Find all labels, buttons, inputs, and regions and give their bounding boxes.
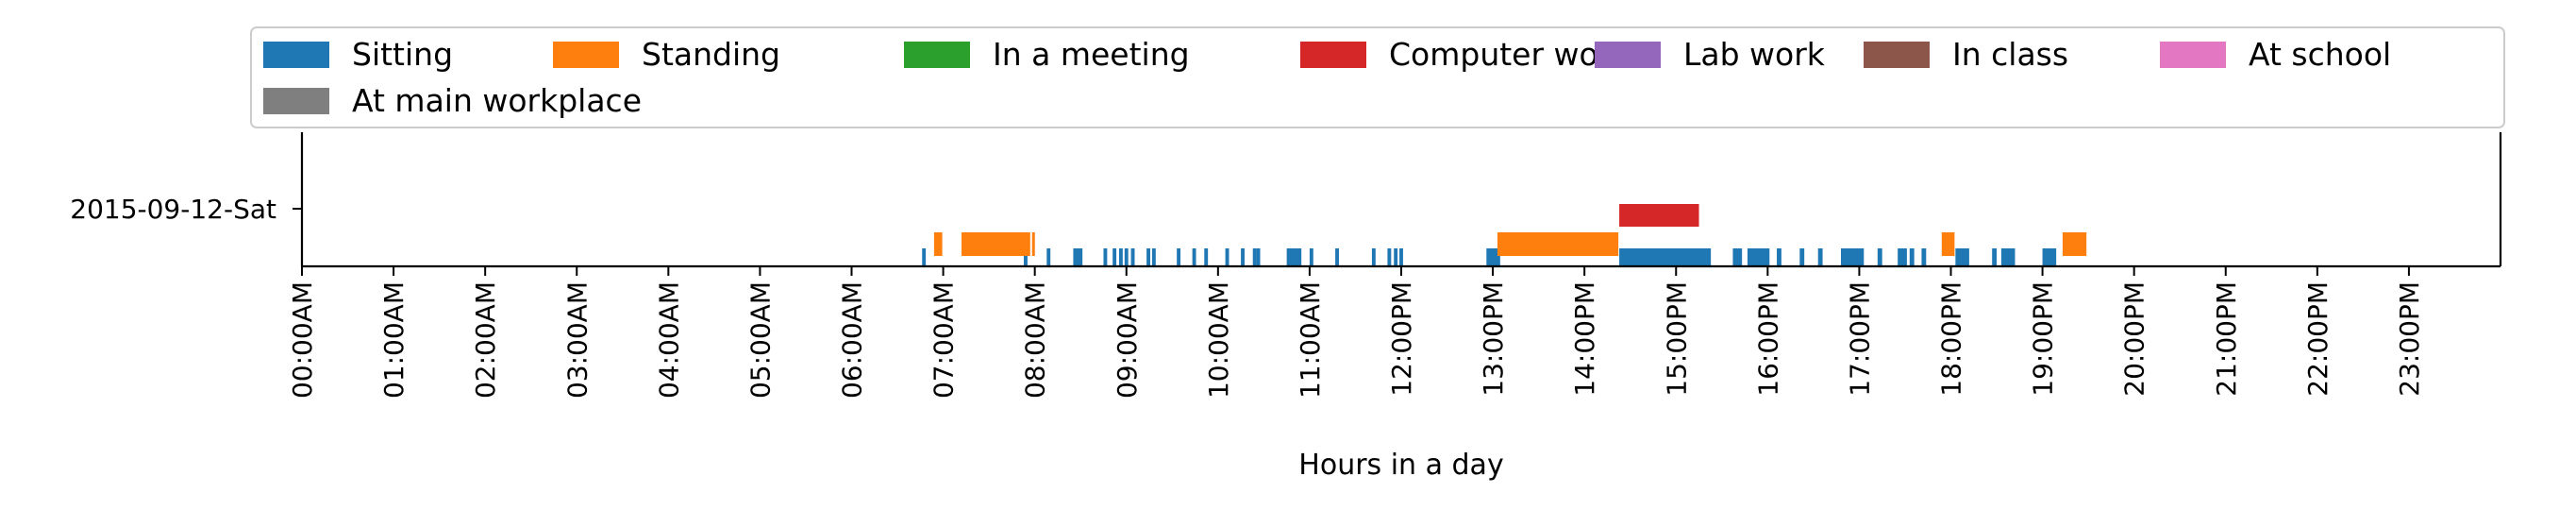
x-tick-label: 00:00AM: [287, 281, 318, 399]
bar-sitting: [1204, 248, 1209, 266]
bar-sitting: [1777, 248, 1781, 266]
bar-standing: [2062, 232, 2087, 256]
legend-swatch-in-class: [1864, 42, 1930, 68]
bar-sitting: [1486, 248, 1500, 266]
bar-sitting: [1112, 248, 1117, 266]
legend-label-in-a-meeting: In a meeting: [993, 36, 1190, 73]
bar-sitting: [922, 248, 927, 266]
bar-sitting: [1192, 248, 1196, 266]
x-tick-label: 05:00AM: [744, 281, 776, 399]
bar-standing: [1497, 232, 1619, 256]
bar-sitting: [1619, 248, 1712, 266]
legend-label-at-school: At school: [2249, 36, 2391, 73]
x-tick-label: 06:00AM: [837, 281, 868, 399]
legend-swatch-at-school: [2160, 42, 2226, 68]
bar-sitting: [1921, 248, 1927, 266]
legend-label-lab-work: Lab work: [1683, 36, 1826, 73]
x-tick-label: 03:00AM: [561, 281, 593, 399]
x-tick-label: 14:00PM: [1569, 281, 1600, 397]
legend-swatch-at-main-workplace: [263, 88, 329, 114]
bar-sitting: [1877, 248, 1882, 266]
bar-sitting: [1955, 248, 1969, 266]
legend-swatch-standing: [553, 42, 619, 68]
bar-standing: [1031, 232, 1035, 256]
legend-swatch-computer-work: [1300, 42, 1366, 68]
legend-label-at-main-workplace: At main workplace: [352, 82, 642, 119]
legend-swatch-lab-work: [1595, 42, 1661, 68]
bar-sitting: [1252, 248, 1257, 266]
bar-sitting: [1747, 248, 1770, 266]
bar-standing: [933, 232, 943, 256]
x-tick-label: 21:00PM: [2211, 281, 2242, 397]
x-tick-label: 20:00PM: [2119, 281, 2150, 397]
bar-sitting: [1024, 248, 1028, 266]
x-tick-label: 16:00PM: [1752, 281, 1783, 397]
x-tick-label: 09:00AM: [1112, 281, 1143, 399]
bar-sitting: [1256, 248, 1261, 266]
bar-sitting: [1225, 248, 1229, 266]
bar-sitting: [1387, 248, 1392, 266]
bar-sitting: [1241, 248, 1245, 266]
bar-sitting: [1394, 248, 1398, 266]
bar-standing: [962, 232, 1030, 256]
x-tick-label: 10:00AM: [1203, 281, 1234, 399]
x-tick-label: 12:00PM: [1386, 281, 1417, 397]
bar-sitting: [1177, 248, 1181, 266]
bar-sitting: [1799, 248, 1805, 266]
bar-sitting: [1118, 248, 1123, 266]
bar-sitting: [1371, 248, 1376, 266]
x-tick-label: 15:00PM: [1661, 281, 1692, 397]
x-tick-label: 17:00PM: [1844, 281, 1875, 397]
bar-sitting: [1130, 248, 1135, 266]
bar-sitting: [1909, 248, 1915, 266]
bar-sitting: [1309, 248, 1313, 266]
axes: [293, 132, 2502, 268]
x-tick-label: 08:00AM: [1020, 281, 1051, 399]
legend-frame: [250, 26, 2505, 128]
x-tick-label: 01:00AM: [378, 281, 410, 399]
bar-sitting: [1124, 248, 1129, 266]
bar-sitting: [1841, 248, 1865, 266]
x-tick-label: 13:00PM: [1478, 281, 1509, 397]
legend: Sitting Standing In a meeting Computer work…: [250, 26, 2505, 128]
bar-sitting: [1073, 248, 1083, 266]
bar-sitting: [1146, 248, 1150, 266]
bar-sitting: [1286, 248, 1302, 266]
legend-swatch-sitting: [263, 42, 329, 68]
bar-sitting: [1817, 248, 1823, 266]
bar-sitting: [1046, 248, 1051, 266]
x-tick-label: 18:00PM: [1936, 281, 1967, 397]
x-tick-label: 02:00AM: [470, 281, 501, 399]
y-tick-label: 2015-09-12-Sat: [70, 194, 276, 225]
bar-sitting: [1898, 248, 1907, 266]
x-ticks: 00:00AM 01:00AM 02:00AM 03:00AM 04:00AM 05:00…: [287, 266, 2425, 399]
x-tick-label: 11:00AM: [1295, 281, 1326, 399]
bar-sitting: [1335, 248, 1339, 266]
plot-bars: [922, 204, 2087, 266]
x-tick-label: 22:00PM: [2302, 281, 2333, 397]
legend-swatch-in-a-meeting: [904, 42, 970, 68]
x-tick-label: 04:00AM: [653, 281, 684, 399]
x-tick-label: 07:00AM: [928, 281, 960, 399]
bar-sitting: [2042, 248, 2057, 266]
legend-label-in-class: In class: [1952, 36, 2068, 73]
legend-label-standing: Standing: [642, 36, 780, 73]
bar-computer-work: [1619, 204, 1699, 227]
x-tick-label: 23:00PM: [2394, 281, 2425, 397]
bar-sitting: [1103, 248, 1108, 266]
x-tick-label: 19:00PM: [2028, 281, 2059, 397]
bar-sitting: [2000, 248, 2016, 266]
bar-sitting: [1151, 248, 1156, 266]
bar-sitting: [1399, 248, 1403, 266]
x-axis-title: Hours in a day: [1298, 449, 1503, 482]
legend-label-sitting: Sitting: [352, 36, 453, 73]
bar-sitting: [1732, 248, 1743, 266]
legend-label-computer-work: Computer work: [1389, 36, 1630, 73]
bar-sitting: [1992, 248, 1998, 266]
bar-standing: [1941, 232, 1955, 256]
